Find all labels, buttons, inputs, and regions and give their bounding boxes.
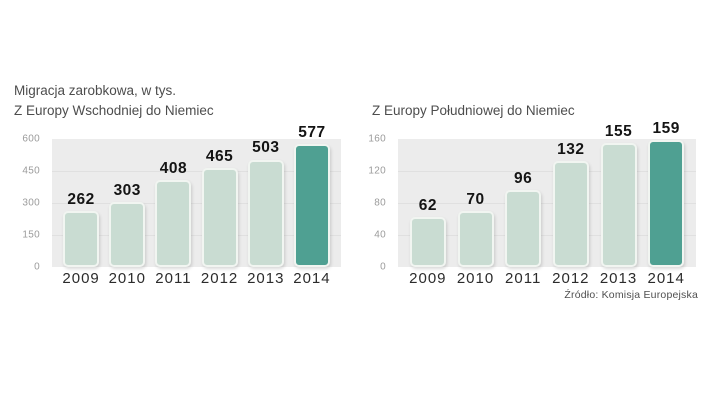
bar-2012 xyxy=(552,161,589,267)
bar-value-label: 96 xyxy=(514,169,533,187)
x-tick-label: 2010 xyxy=(108,270,146,287)
x-tick-label: 2014 xyxy=(293,270,331,287)
x-tick-label: 2012 xyxy=(200,270,239,287)
gridline xyxy=(52,203,341,204)
bar-2009 xyxy=(409,217,446,267)
y-tick-label: 0 xyxy=(380,261,386,273)
bar-value-label: 62 xyxy=(418,197,437,215)
bar-slot: 62 xyxy=(404,139,452,267)
plot-area: 600 450 300 150 0 262 303 408 465 503 577 xyxy=(22,124,341,273)
chart-eastern-europe-to-germany: Z Europy Wschodniej do Niemiec 600 450 300… xyxy=(14,103,341,287)
y-tick-label: 0 xyxy=(34,261,40,273)
gridline xyxy=(398,171,696,172)
page-title: Migracja zarobkowa, w tys. xyxy=(14,83,177,98)
chart-subtitle: Z Europy Południowej do Niemiec xyxy=(372,103,575,118)
bar-slot: 70 xyxy=(452,139,500,267)
plot-area: 160 120 80 40 0 62 70 96 132 155 159 xyxy=(368,120,696,273)
source-note: Źródło: Komisja Europejska xyxy=(564,289,698,301)
bar-2012 xyxy=(201,167,238,267)
y-tick-label: 40 xyxy=(374,229,386,241)
bar-value-label: 132 xyxy=(557,141,585,159)
bar-value-label: 503 xyxy=(252,139,280,157)
x-tick-label: 2012 xyxy=(552,270,590,287)
bar-2010 xyxy=(109,202,146,267)
bar-2013 xyxy=(600,143,637,267)
bar-2013 xyxy=(247,159,284,267)
bar-value-label: 408 xyxy=(159,159,188,177)
bar-2009 xyxy=(63,211,100,267)
y-tick-label: 160 xyxy=(368,133,386,145)
bar-2010 xyxy=(457,211,494,267)
bar-value-label: 262 xyxy=(67,190,95,208)
x-axis: 2009 2010 2011 2012 2013 2014 xyxy=(398,267,696,287)
gridline xyxy=(398,203,696,204)
bar-value-label: 70 xyxy=(466,190,485,208)
gridline xyxy=(52,235,341,236)
x-tick-label: 2009 xyxy=(409,270,447,287)
bar-slot: 408 xyxy=(150,139,196,267)
y-axis: 160 120 80 40 0 xyxy=(358,134,392,273)
y-tick-label: 600 xyxy=(22,133,40,145)
grid xyxy=(398,139,696,267)
x-tick-label: 2013 xyxy=(247,270,285,287)
bar-slot: 465 xyxy=(197,139,243,267)
gridline xyxy=(398,235,696,236)
bar-slot: 262 xyxy=(58,139,104,267)
bar-2014 xyxy=(293,143,330,267)
bar-slot: 159 xyxy=(642,120,690,267)
bar-slot: 577 xyxy=(289,124,335,267)
bar-group: 262 303 408 465 503 577 xyxy=(52,124,341,267)
x-tick-label: 2014 xyxy=(647,270,685,287)
x-tick-label: 2011 xyxy=(505,270,542,287)
x-tick-label: 2013 xyxy=(599,270,638,287)
gridline xyxy=(52,171,341,172)
bar-value-label: 577 xyxy=(298,123,326,141)
bar-2011 xyxy=(155,179,192,267)
bar-value-label: 465 xyxy=(205,147,234,165)
grid xyxy=(52,139,341,267)
y-tick-label: 450 xyxy=(22,165,40,177)
x-axis: 2009 2010 2011 2012 2013 2014 xyxy=(52,267,341,287)
bar-2014 xyxy=(648,139,685,267)
x-tick-label: 2010 xyxy=(456,270,495,287)
x-tick-label: 2011 xyxy=(155,270,192,287)
y-tick-label: 120 xyxy=(368,165,386,177)
chart-southern-europe-to-germany: Z Europy Południowej do Niemiec 160 120 80… xyxy=(368,103,696,287)
chart-subtitle: Z Europy Wschodniej do Niemiec xyxy=(14,103,214,118)
bar-group: 62 70 96 132 155 159 xyxy=(398,120,696,267)
y-tick-label: 300 xyxy=(22,197,40,209)
y-tick-label: 150 xyxy=(22,229,40,241)
bar-value-label: 303 xyxy=(113,182,141,200)
y-axis: 600 450 300 150 0 xyxy=(12,134,46,273)
bar-slot: 132 xyxy=(547,139,595,267)
y-tick-label: 80 xyxy=(374,197,386,209)
x-tick-label: 2009 xyxy=(62,270,100,287)
bar-slot: 503 xyxy=(243,139,289,267)
bar-slot: 303 xyxy=(104,139,150,267)
bar-value-label: 155 xyxy=(604,122,633,140)
bar-2011 xyxy=(505,190,542,267)
bar-slot: 96 xyxy=(499,139,547,267)
bar-slot: 155 xyxy=(595,123,643,267)
bar-value-label: 159 xyxy=(652,119,680,137)
